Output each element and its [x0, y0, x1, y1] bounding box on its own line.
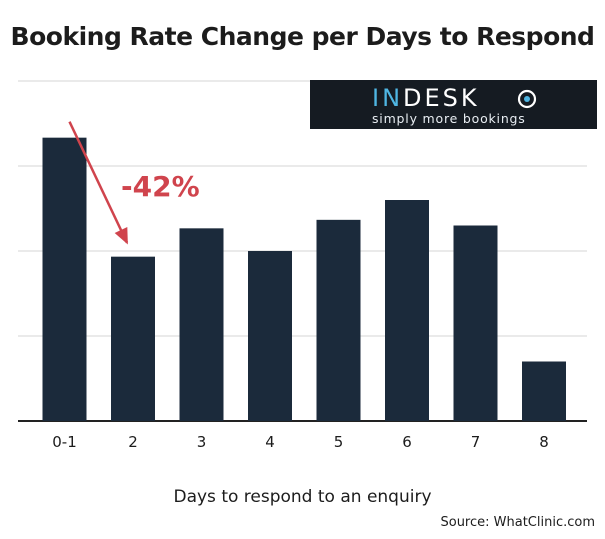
- annotation-arrow-line: [68, 121, 129, 244]
- gridlines: [18, 80, 587, 422]
- x-tick-label: 5: [334, 433, 344, 451]
- bar-3: [179, 228, 224, 421]
- x-tick-label: 6: [402, 433, 412, 451]
- bar-5: [316, 219, 361, 421]
- bars: [42, 137, 566, 421]
- source-note: Source: WhatClinic.com: [440, 515, 595, 530]
- bar-6: [385, 200, 429, 421]
- x-tick-label: 8: [539, 433, 549, 451]
- x-axis-label: Days to respond to an enquiry: [173, 487, 432, 507]
- bar-0-1: [42, 137, 87, 421]
- x-tick-label: 3: [197, 433, 207, 451]
- logo-tagline: simply more bookings: [372, 111, 526, 126]
- x-tick-label: 0-1: [52, 433, 77, 451]
- chart-title: Booking Rate Change per Days to Respond: [10, 22, 595, 51]
- location-pin-icon: [517, 89, 537, 109]
- bar-2: [111, 256, 155, 421]
- bar-7: [453, 225, 498, 421]
- bar-8: [522, 361, 566, 421]
- x-tick-label: 7: [471, 433, 481, 451]
- bar-4: [248, 251, 292, 421]
- annotation-label: -42%: [121, 170, 200, 203]
- annotation: -42%: [68, 121, 200, 245]
- indesk-logo: INDESK simply more bookings: [310, 80, 597, 129]
- annotation-arrowhead: [114, 227, 128, 245]
- x-tick-label: 4: [265, 433, 275, 451]
- x-tick-label: 2: [128, 433, 138, 451]
- logo-wordmark: INDESK: [372, 84, 480, 112]
- x-tick-labels: 0-1 2 3 4 5 6 7 8: [52, 433, 549, 451]
